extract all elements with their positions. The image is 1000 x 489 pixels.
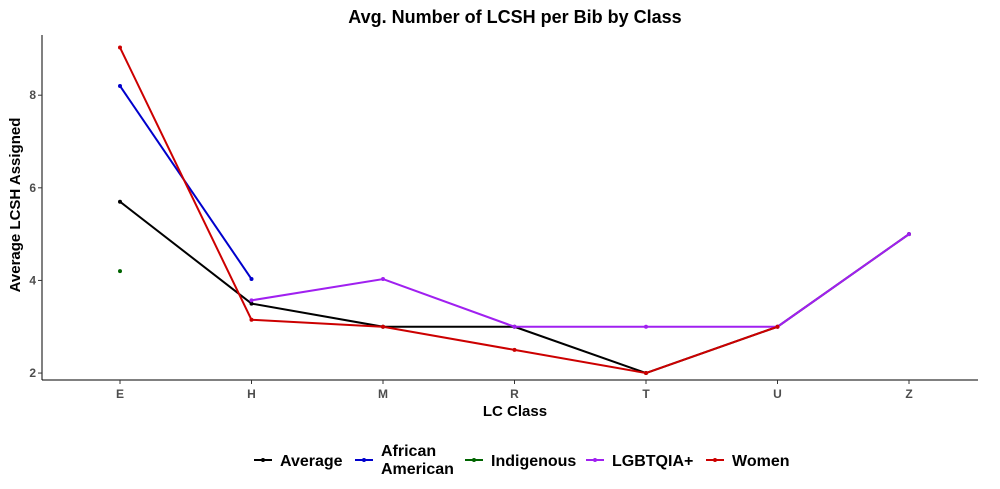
legend-key-point-lgbtqia bbox=[593, 458, 597, 462]
x-tick-label: E bbox=[116, 387, 124, 401]
legend-label-lgbtqia: LGBTQIA+ bbox=[612, 453, 693, 470]
legend-key-point-indigenous bbox=[472, 458, 476, 462]
legend-key-point-african-american bbox=[362, 458, 366, 462]
legend-label-indigenous: Indigenous bbox=[491, 453, 576, 470]
y-axis-title: Average LCSH Assigned bbox=[7, 118, 24, 293]
legend-label-women: Women bbox=[732, 453, 789, 470]
legend-item-average: Average bbox=[254, 453, 343, 470]
data-point-lgbtqia bbox=[381, 277, 385, 282]
y-tick-label: 4 bbox=[29, 273, 36, 287]
data-point-average bbox=[249, 301, 254, 306]
legend-label-average: Average bbox=[280, 453, 343, 470]
series-layer bbox=[118, 45, 911, 376]
legend-label-african-american: African American bbox=[381, 443, 454, 478]
series-lgbtqia bbox=[249, 232, 911, 329]
series-women bbox=[118, 45, 780, 376]
legend-item-women: Women bbox=[706, 453, 789, 470]
data-point-women bbox=[775, 324, 780, 329]
data-point-women bbox=[381, 324, 385, 329]
data-point-average bbox=[118, 199, 122, 204]
data-point-women bbox=[644, 371, 648, 376]
legend-item-african-american: African American bbox=[355, 443, 454, 478]
x-axis-title: LC Class bbox=[483, 403, 547, 420]
data-point-women bbox=[512, 347, 517, 352]
data-point-women bbox=[118, 45, 122, 50]
x-tick-label: H bbox=[247, 387, 256, 401]
series-line-lgbtqia bbox=[251, 233, 910, 328]
chart-title: Avg. Number of LCSH per Bib by Class bbox=[348, 7, 681, 27]
series-indigenous bbox=[118, 269, 122, 274]
y-tick-label: 6 bbox=[29, 181, 36, 195]
legend-item-indigenous: Indigenous bbox=[465, 453, 576, 470]
legend-key-point-average bbox=[261, 458, 265, 462]
data-point-african-american bbox=[118, 83, 122, 88]
data-point-lgbtqia bbox=[907, 232, 911, 237]
data-point-indigenous bbox=[118, 269, 122, 274]
data-point-women bbox=[249, 317, 254, 322]
axes: 2 4 6 8 E H M R T U Z bbox=[29, 35, 978, 401]
data-point-lgbtqia bbox=[512, 324, 517, 329]
y-tick-label: 8 bbox=[29, 88, 36, 102]
series-line-women bbox=[119, 47, 778, 375]
y-tick-label: 2 bbox=[29, 366, 36, 380]
series-line-average bbox=[119, 200, 910, 375]
legend: Average African American Indigenous LGBTQIA+… bbox=[254, 443, 789, 478]
data-point-african-american bbox=[249, 277, 254, 282]
x-tick-label: M bbox=[378, 387, 388, 401]
legend-item-lgbtqia: LGBTQIA+ bbox=[586, 453, 693, 470]
x-tick-label: Z bbox=[905, 387, 912, 401]
data-point-lgbtqia bbox=[249, 298, 254, 303]
data-point-lgbtqia bbox=[644, 324, 648, 329]
legend-key-point-women bbox=[713, 458, 717, 462]
x-tick-label: U bbox=[773, 387, 782, 401]
x-tick-label: T bbox=[642, 387, 650, 401]
x-tick-label: R bbox=[510, 387, 519, 401]
